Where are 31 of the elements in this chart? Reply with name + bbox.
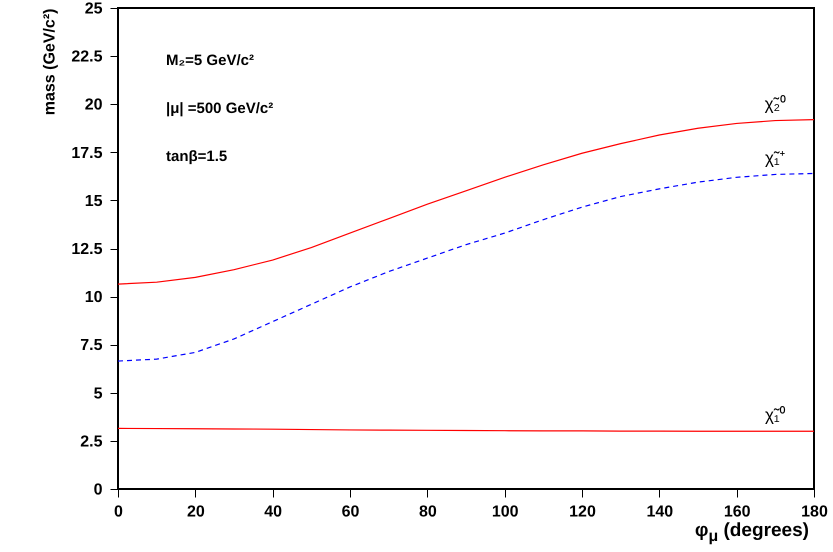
- x-tick-label: 180: [801, 504, 828, 520]
- y-tick-label: 2.5: [80, 433, 103, 450]
- y-tick-label: 5: [94, 385, 103, 402]
- x-tick-label: 80: [418, 504, 437, 520]
- annotation: |μ| =500 GeV/c²: [166, 100, 274, 117]
- y-tick-label: 25: [84, 0, 103, 18]
- y-tick-label: 0: [94, 482, 103, 498]
- series-label: χ̃₁⁺: [764, 148, 786, 168]
- series-label: χ̃₁⁰: [764, 405, 786, 424]
- line-series: [117, 172, 815, 362]
- y-tick-label: 12.5: [71, 241, 103, 258]
- y-tick-label: 22.5: [71, 48, 103, 66]
- x-axis-title: φ$_{μ}$ (degrees): [694, 520, 809, 546]
- y-tick-label: 17.5: [71, 144, 103, 162]
- y-tick-label: 7.5: [80, 337, 103, 354]
- series-label: χ̃₂⁰: [764, 94, 786, 114]
- x-tick-label: 100: [492, 504, 519, 520]
- line-series: [117, 118, 815, 285]
- y-tick-label: 10: [84, 289, 103, 306]
- x-tick-label: 60: [342, 504, 360, 520]
- annotation: tanβ=1.5: [166, 148, 228, 165]
- y-axis-title: mass (GeV/c²): [41, 8, 58, 116]
- x-tick-label: 40: [264, 504, 282, 520]
- x-tick-label: 0: [114, 504, 124, 520]
- x-tick-label: 20: [186, 504, 205, 520]
- annotation: M₂=5 GeV/c²: [166, 52, 254, 69]
- y-tick-label: 20: [84, 96, 103, 114]
- y-tick-label: 15: [84, 192, 103, 210]
- x-tick-label: 160: [724, 504, 751, 520]
- x-tick-label: 140: [646, 504, 674, 520]
- x-tick-label: 120: [569, 504, 596, 520]
